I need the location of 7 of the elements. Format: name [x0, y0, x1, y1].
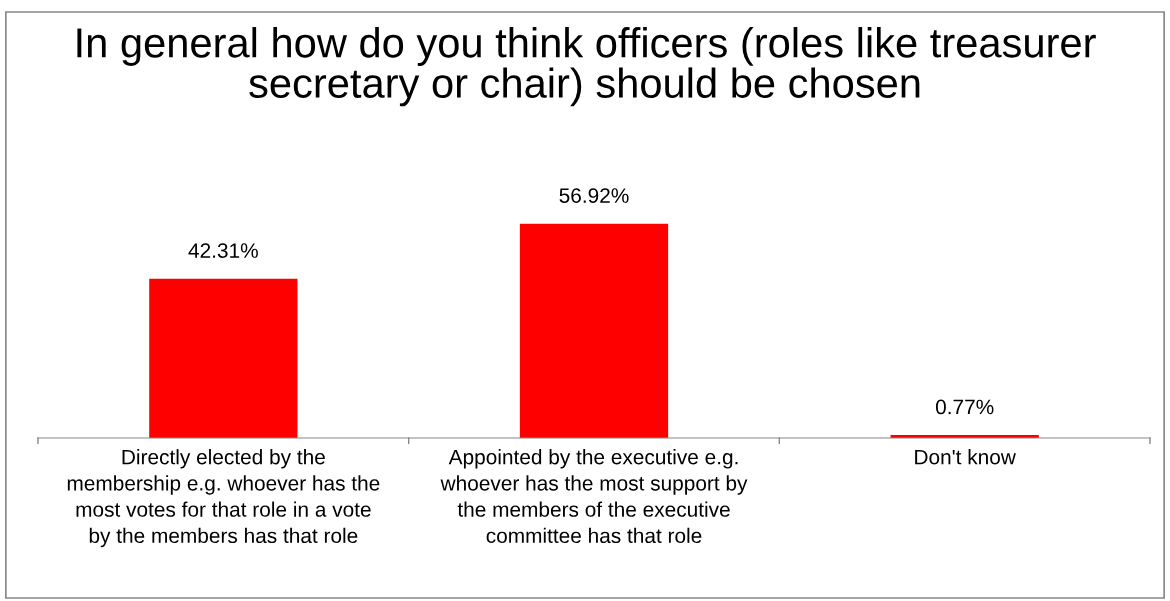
data-label: 56.92%: [559, 188, 629, 203]
x-tick-label: Directly elected by the membership e.g. whoever has the most votes for that role in a vote by the members has that role: [67, 449, 380, 548]
data-label: 0.77%: [935, 399, 994, 415]
chart-title: In general how do you think officers (roles like treasurer secretary or chair) should be chosen: [77, 27, 1096, 107]
x-tick-label: Appointed by the executive e.g. whoever has the most support by the members of the executive committee has that role: [440, 449, 748, 544]
data-label: 42.31%: [188, 243, 258, 258]
x-tick-label: Don't know: [915, 449, 1016, 465]
